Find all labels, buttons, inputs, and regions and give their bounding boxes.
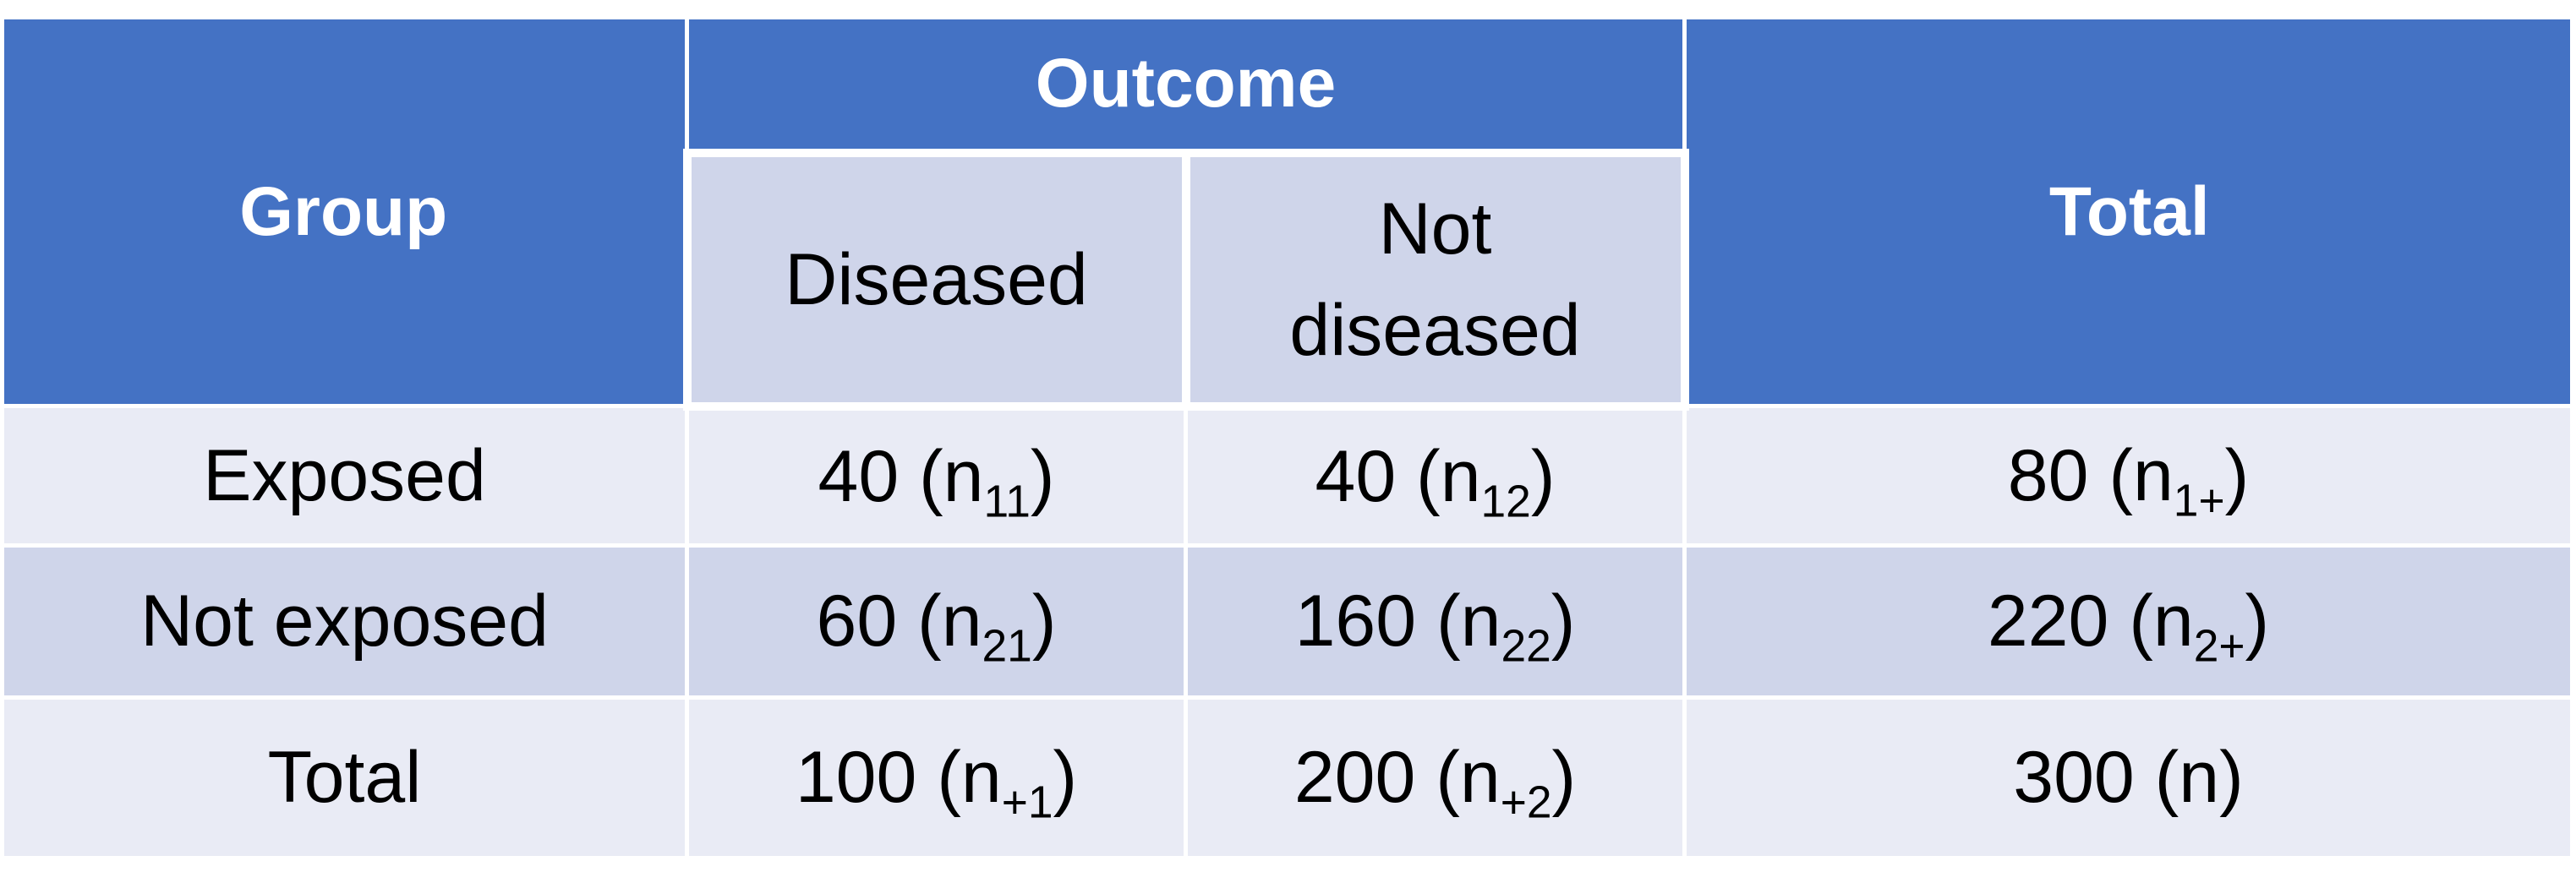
row-label-exposed: Exposed [0,404,689,548]
outcome-header: Outcome [685,15,1687,155]
not-diseased-header: Not diseased [1181,148,1689,411]
cell-not-exposed-total: 220 (n2+) [1682,543,2574,700]
contingency-table: Group Outcome Total Diseased Not disease… [0,15,2574,860]
cell-total-diseased: 100 (n+1) [685,695,1188,860]
header-row-top: Group Outcome Total [0,15,2574,408]
table-row: Not exposed 60 (n21) 160 (n22) 220 (n2+) [0,543,2574,700]
header-row-sub: Diseased Not diseased [3,148,2573,411]
cell-not-exposed-diseased: 60 (n21) [685,543,1188,700]
table-row: Total 100 (n+1) 200 (n+2) 300 (n) [0,695,2574,860]
cell-grand-total: 300 (n) [1682,695,2574,860]
cell-exposed-diseased: 40 (n11) [685,404,1188,548]
cell-not-exposed-not-diseased: 160 (n22) [1184,543,1687,700]
total-header: Total [1682,15,2574,408]
not-diseased-line2: diseased [1289,289,1581,371]
cell-total-not-diseased: 200 (n+2) [1184,695,1687,860]
table-row: Exposed 40 (n11) 40 (n12) 80 (n1+) [0,404,2574,548]
cell-exposed-total: 80 (n1+) [1682,404,2574,548]
row-label-total: Total [0,695,689,860]
row-label-not-exposed: Not exposed [0,543,689,700]
table-container: Group Outcome Total Diseased Not disease… [0,15,2576,860]
not-diseased-line1: Not [1378,188,1492,270]
diseased-header: Diseased [682,148,1190,411]
cell-exposed-not-diseased: 40 (n12) [1184,404,1687,548]
group-header: Group [0,15,689,408]
